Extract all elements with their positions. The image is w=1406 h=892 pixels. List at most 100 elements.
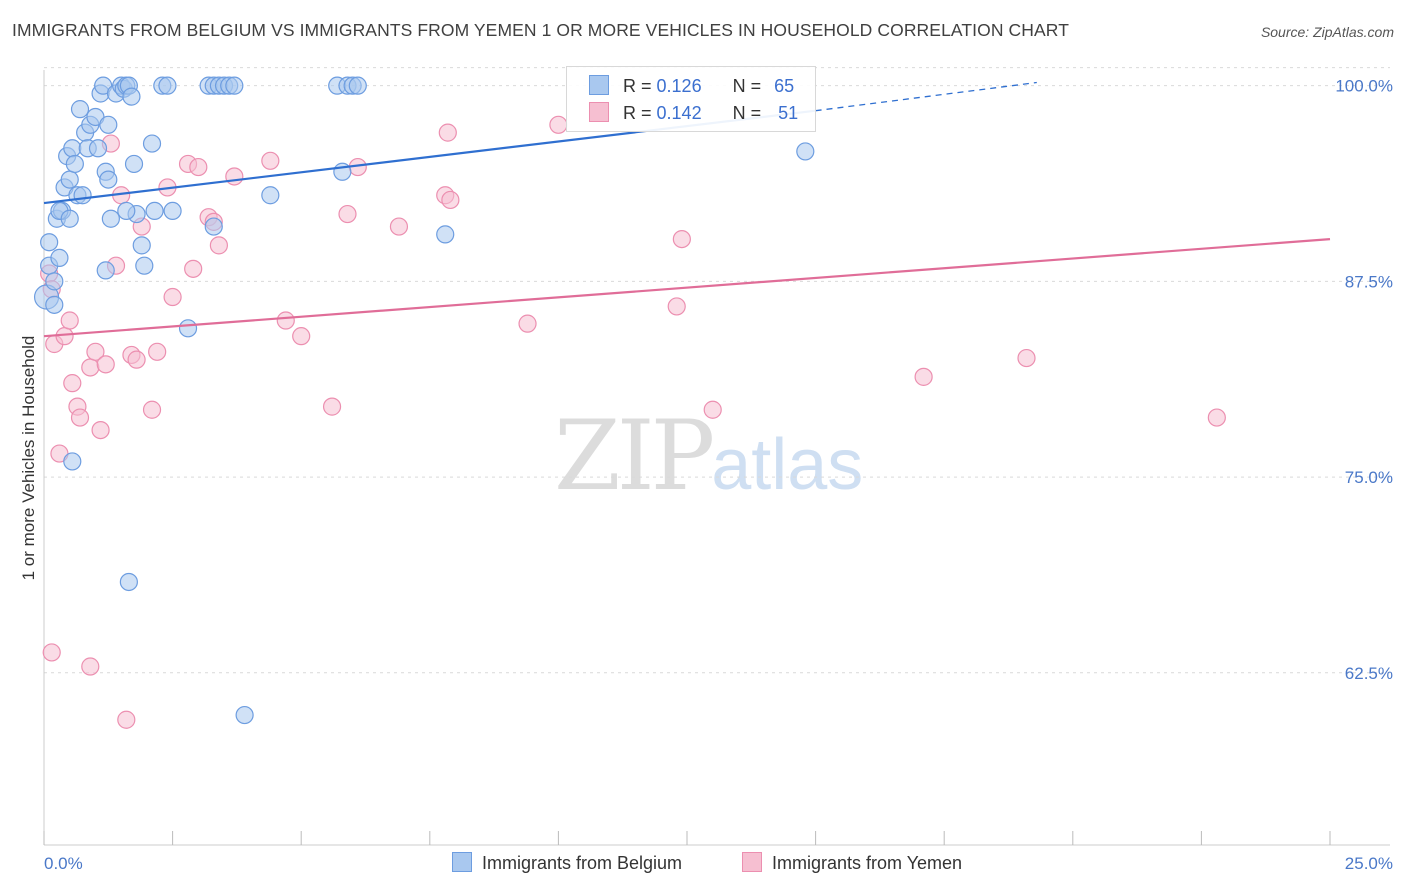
belgium-point: [124, 154, 144, 174]
belgium-point: [70, 100, 90, 119]
tick-labels: 62.5% 75.0% 87.5% 100.0% 0.0% 25.0% 1 or more …: [19, 77, 1393, 873]
belgium-point: [63, 452, 82, 471]
x-tick-label: 0.0%: [44, 854, 83, 873]
yemen-point: [117, 710, 136, 729]
gridlines: [44, 67, 1390, 674]
bottom-belgium-swatch: [452, 852, 472, 872]
axes: [43, 70, 1390, 846]
belgium-point: [261, 186, 280, 205]
yemen-point: [914, 367, 933, 386]
belgium-point: [436, 225, 455, 244]
belgium-point: [99, 170, 118, 189]
yemen-swatch: [589, 102, 609, 122]
belgium-point: [348, 76, 367, 95]
yemen-point: [703, 400, 722, 419]
bottom-yemen-label: Immigrants from Yemen: [772, 853, 963, 873]
belgium-point: [796, 142, 815, 161]
belgium-point: [73, 186, 92, 205]
bottom-legend-belgium: Immigrants from Belgium: [452, 852, 682, 874]
belgium-point: [163, 201, 182, 221]
legend-row-yemen: R = 0.142 N = 51: [589, 102, 798, 126]
yemen-point: [96, 355, 115, 374]
belgium-point: [235, 705, 254, 725]
yemen-point: [338, 204, 357, 224]
yemen-point: [225, 167, 244, 186]
yemen-point: [549, 115, 568, 134]
belgium-n-label: N =: [732, 76, 762, 96]
belgium-point: [225, 76, 244, 95]
y-tick-label: 100.0%: [1335, 77, 1393, 96]
belgium-point: [65, 154, 84, 174]
yemen-point: [518, 314, 537, 333]
yemen-point: [142, 400, 162, 419]
yemen-point: [81, 358, 100, 377]
x-tick-label: 25.0%: [1345, 854, 1393, 873]
belgium-point: [60, 170, 79, 189]
yemen-point: [322, 397, 342, 416]
yemen-point: [60, 311, 79, 330]
belgium-point: [135, 256, 154, 275]
watermark-zip: ZIP: [554, 400, 715, 512]
bottom-legend-yemen: Immigrants from Yemen: [742, 852, 962, 874]
belgium-point: [122, 87, 141, 106]
yemen-point: [292, 327, 311, 346]
belgium-point: [88, 139, 108, 158]
belgium-point: [142, 134, 162, 153]
belgium-point: [96, 261, 115, 280]
yemen-n-value: 51: [778, 103, 799, 123]
belgium-point: [50, 248, 69, 267]
y-tick-label: 87.5%: [1345, 272, 1393, 291]
belgium-point: [101, 209, 120, 228]
yemen-n-label: N =: [732, 103, 762, 123]
belgium-trendline-extension: [815, 81, 1037, 112]
yemen-point: [667, 297, 686, 316]
yemen-r-label: R =: [623, 103, 652, 123]
belgium-r-label: R =: [623, 76, 652, 96]
yemen-point: [1017, 348, 1036, 368]
belgium-point: [204, 217, 223, 236]
belgium-swatch: [589, 75, 609, 95]
yemen-point: [63, 374, 82, 393]
chart-title: IMMIGRANTS FROM BELGIUM VS IMMIGRANTS FR…: [12, 20, 1069, 40]
yemen-trendline: [43, 237, 1331, 338]
yemen-point: [438, 123, 457, 142]
y-axis-title: 1 or more Vehicles in Household: [19, 336, 38, 581]
belgium-point: [119, 572, 138, 592]
yemen-point: [189, 157, 208, 177]
yemen-point: [389, 217, 409, 236]
belgium-point: [158, 76, 177, 95]
yemen-point: [163, 287, 182, 307]
belgium-point: [63, 139, 82, 158]
belgium-point: [178, 319, 198, 338]
watermark: ZIPatlas: [554, 400, 863, 512]
yemen-point: [91, 421, 110, 440]
yemen-point: [81, 657, 100, 676]
yemen-r-value: 0.142: [656, 103, 702, 123]
belgium-point: [60, 209, 79, 228]
y-tick-label: 75.0%: [1345, 468, 1393, 487]
yemen-point: [1207, 408, 1226, 427]
watermark-atlas: atlas: [711, 425, 864, 505]
yemen-point: [42, 643, 61, 662]
belgium-point: [45, 272, 64, 291]
belgium-n-value: 65: [774, 76, 795, 96]
yemen-point: [148, 342, 167, 361]
belgium-point: [40, 233, 59, 252]
yemen-point: [209, 236, 228, 255]
belgium-point: [132, 236, 151, 255]
yemen-point: [127, 350, 146, 369]
belgium-point: [145, 201, 164, 221]
bottom-belgium-label: Immigrants from Belgium: [482, 853, 683, 873]
yemen-point: [184, 259, 203, 278]
y-tick-label: 62.5%: [1345, 664, 1393, 683]
source-credit: Source: ZipAtlas.com: [1260, 24, 1394, 40]
yemen-point: [261, 151, 280, 170]
belgium-r-value: 0.126: [656, 76, 702, 96]
belgium-point: [45, 295, 64, 314]
bottom-yemen-swatch: [742, 852, 762, 872]
belgium-point: [99, 115, 118, 134]
yemen-point: [276, 311, 295, 330]
belgium-points: [33, 76, 815, 725]
belgium-point: [117, 201, 136, 221]
